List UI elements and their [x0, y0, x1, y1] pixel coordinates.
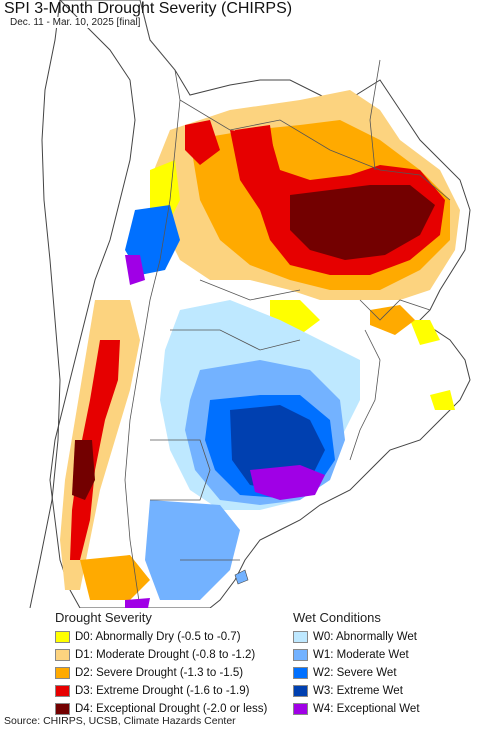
legend-label-w4: W4: Exceptional Wet	[313, 703, 420, 715]
drought-map	[29, 0, 471, 608]
legend-item-d0: D0: Abnormally Dry (-0.5 to -0.7)	[55, 628, 267, 646]
swatch-d4	[55, 703, 70, 715]
wet-w4-center	[250, 465, 325, 500]
swatch-w4	[293, 703, 308, 715]
legend-label-d2: D2: Severe Drought (-1.3 to -1.5)	[75, 667, 244, 679]
swatch-w3	[293, 685, 308, 697]
drought-d4-north	[290, 185, 435, 260]
legend-item-d2: D2: Severe Drought (-1.3 to -1.5)	[55, 664, 267, 682]
swatch-w2	[293, 667, 308, 679]
legend-label-w0: W0: Abnormally Wet	[313, 631, 417, 643]
source-credit: Source: CHIRPS, UCSB, Climate Hazards Ce…	[4, 715, 236, 727]
wet-w4-nw	[125, 255, 145, 285]
swatch-w1	[293, 649, 308, 661]
small-island	[234, 569, 249, 585]
swatch-w0	[293, 631, 308, 643]
legend-item-w3: W3: Extreme Wet	[293, 682, 420, 700]
map-title: SPI 3-Month Drought Severity (CHIRPS)	[4, 0, 293, 17]
legend-label-w3: W3: Extreme Wet	[313, 685, 403, 697]
legend-item-d4: D4: Exceptional Drought (-2.0 or less)	[55, 700, 267, 718]
chile-coast	[29, 0, 61, 608]
legend-label-d3: D3: Extreme Drought (-1.6 to -1.9)	[75, 685, 250, 697]
drought-d4-west	[72, 440, 95, 500]
wet-w1-south	[145, 500, 240, 600]
legend-item-w1: W1: Moderate Wet	[293, 646, 420, 664]
legend-label-w2: W2: Severe Wet	[313, 667, 397, 679]
map-subtitle: Dec. 11 - Mar. 10, 2025 [final]	[8, 17, 143, 28]
wet-legend-heading: Wet Conditions	[293, 610, 381, 625]
legend-item-w0: W0: Abnormally Wet	[293, 628, 420, 646]
drought-d2-south	[80, 555, 150, 600]
legend-item-w2: W2: Severe Wet	[293, 664, 420, 682]
drought-legend-heading: Drought Severity	[55, 610, 152, 625]
legend-item-d1: D1: Moderate Drought (-0.8 to -1.2)	[55, 646, 267, 664]
legend-item-d3: D3: Extreme Drought (-1.6 to -1.9)	[55, 682, 267, 700]
drought-d3-west	[70, 340, 120, 560]
legend-label-d4: D4: Exceptional Drought (-2.0 or less)	[75, 703, 268, 715]
swatch-d1	[55, 649, 70, 661]
swatch-d0	[55, 631, 70, 643]
legend-label-w1: W1: Moderate Wet	[313, 649, 409, 661]
swatch-d2	[55, 667, 70, 679]
south-tip	[125, 598, 150, 608]
drought-legend-list: D0: Abnormally Dry (-0.5 to -0.7) D1: Mo…	[55, 628, 267, 718]
drought-d1-east	[370, 305, 415, 335]
wet-legend-list: W0: Abnormally Wet W1: Moderate Wet W2: …	[293, 628, 420, 718]
drought-d3-top	[185, 120, 275, 165]
borders	[124, 0, 451, 608]
legend-label-d1: D1: Moderate Drought (-0.8 to -1.2)	[75, 649, 256, 661]
legend-item-w4: W4: Exceptional Wet	[293, 700, 420, 718]
map-canvas	[29, 0, 471, 608]
legend: Drought Severity Wet Conditions D0: Abno…	[0, 608, 480, 715]
swatch-d3	[55, 685, 70, 697]
legend-label-d0: D0: Abnormally Dry (-0.5 to -0.7)	[75, 631, 241, 643]
